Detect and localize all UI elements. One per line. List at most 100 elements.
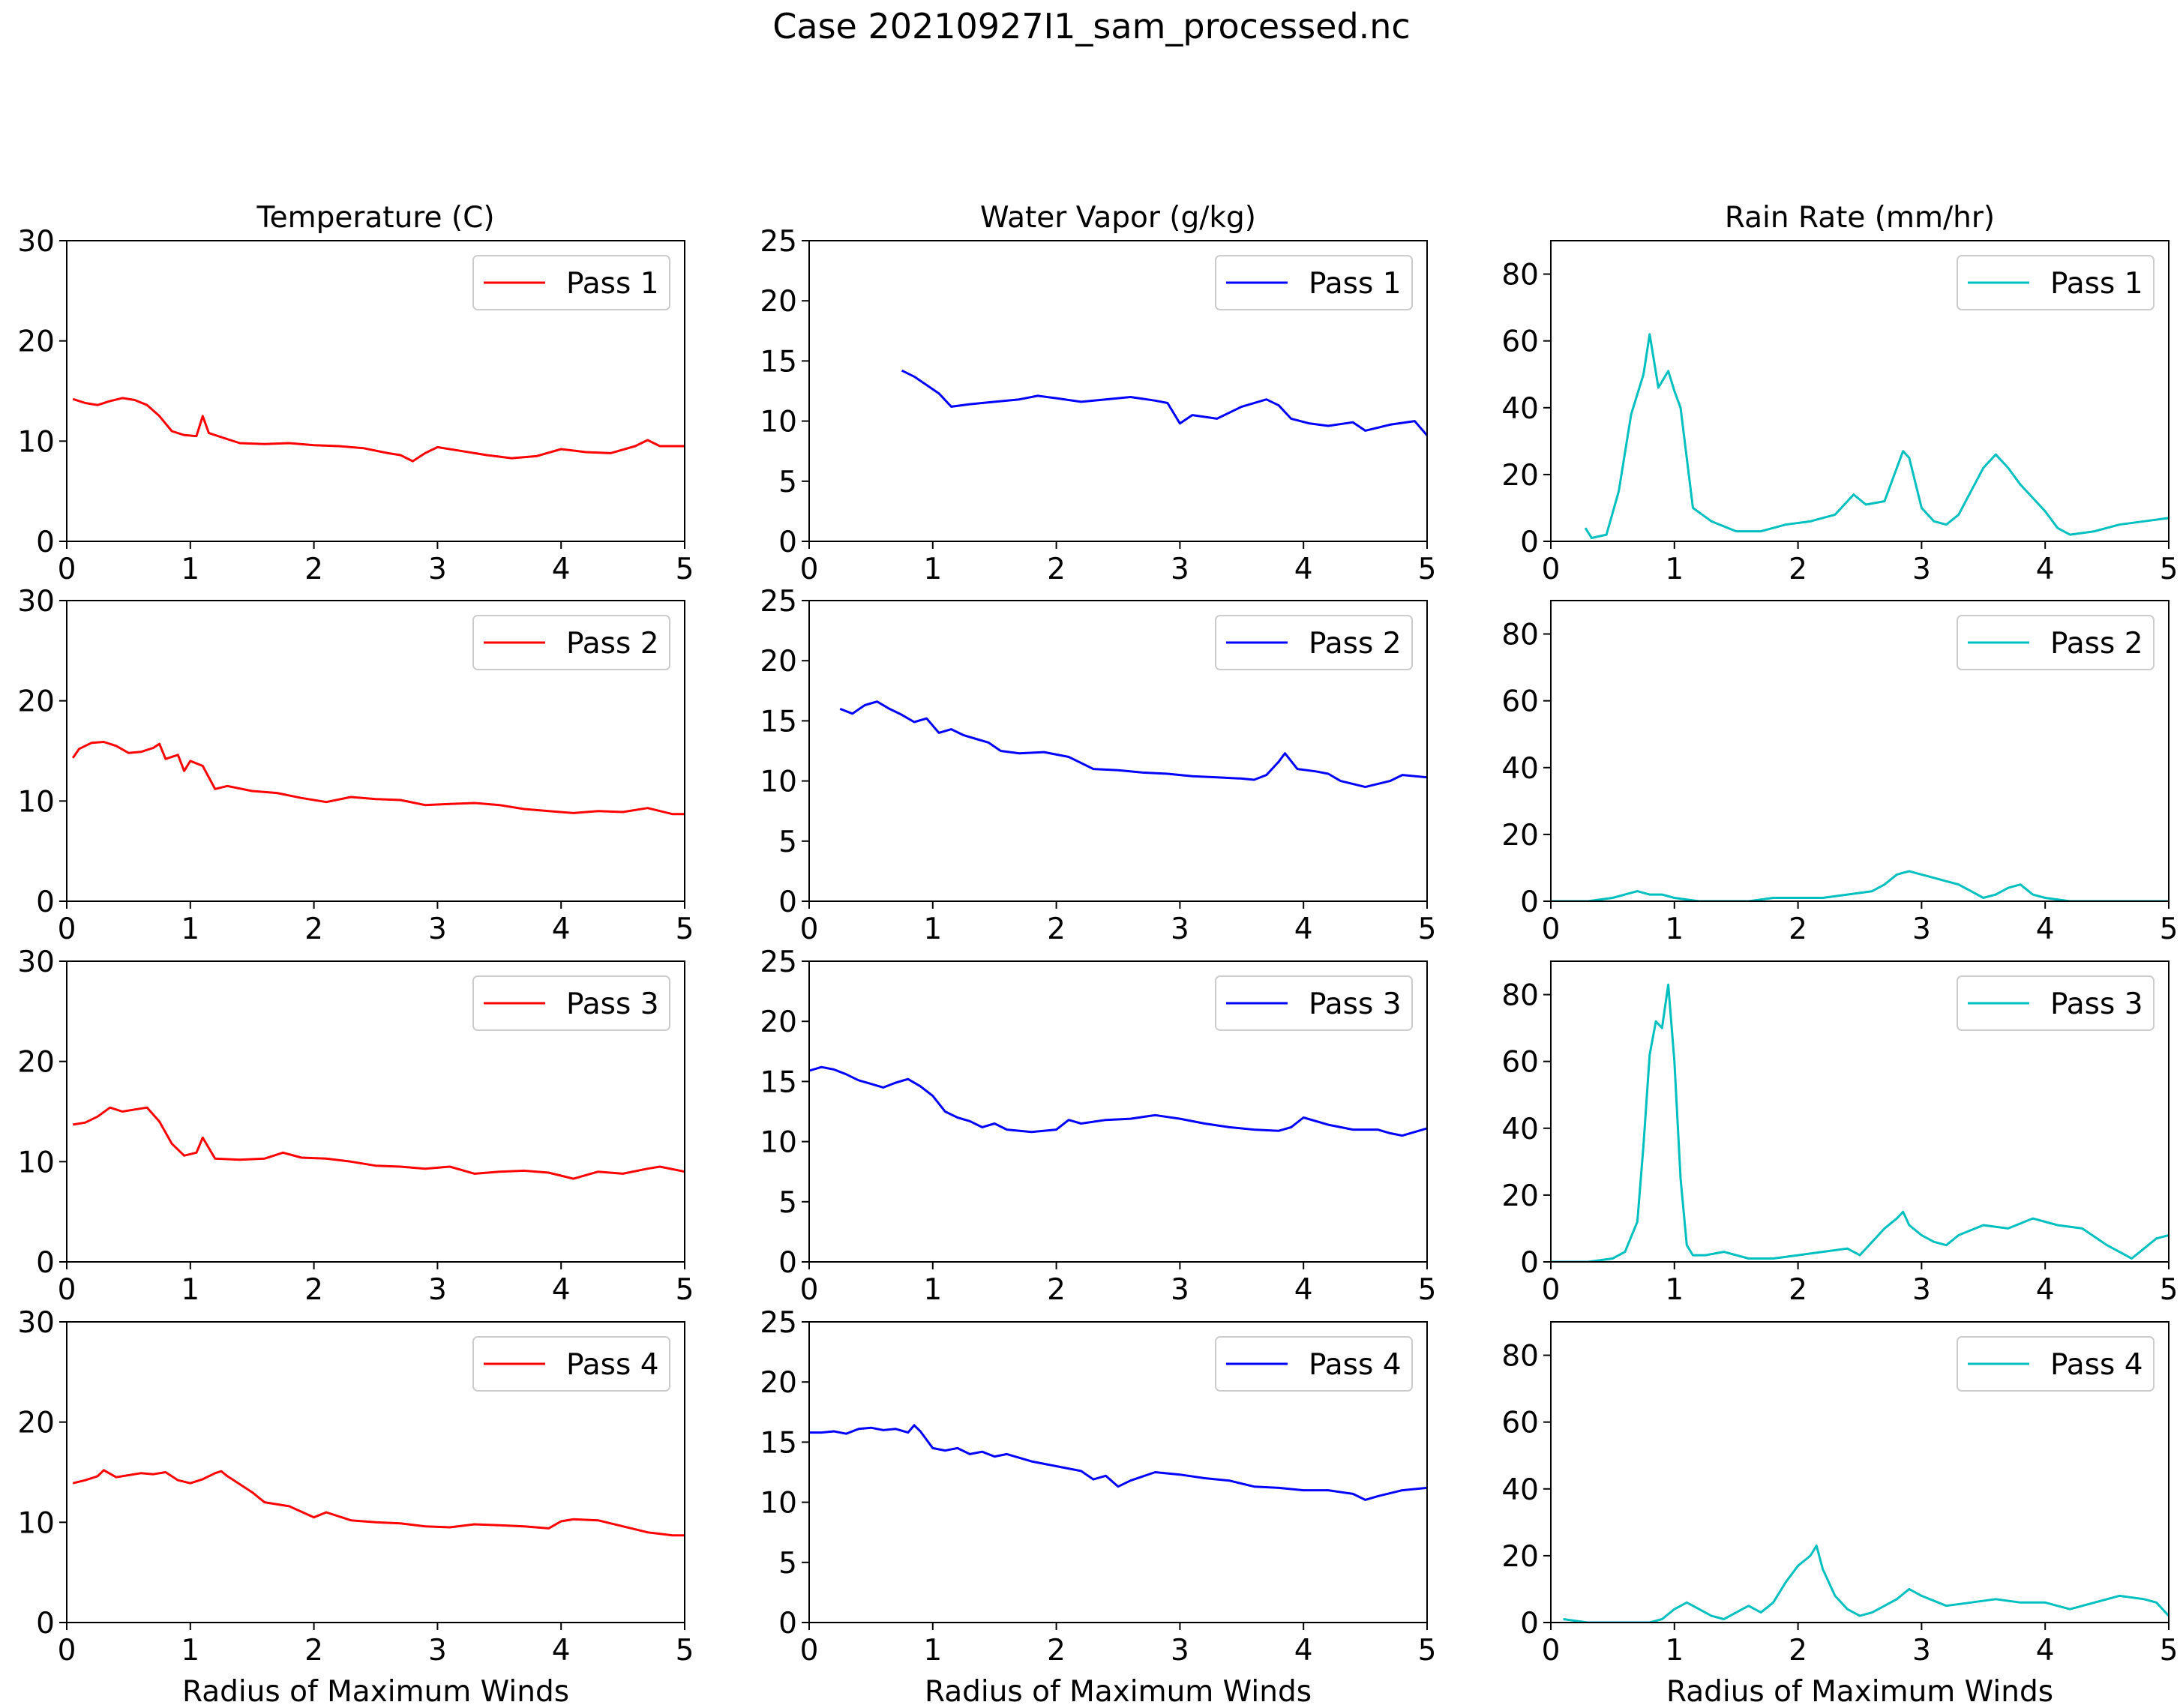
x-tick-label: 4	[2036, 912, 2055, 946]
legend-box	[1215, 1336, 1413, 1392]
x-tick-label: 1	[1665, 1634, 1684, 1668]
y-tick-label: 40	[1501, 392, 1539, 426]
y-tick-label: 40	[1501, 1473, 1539, 1507]
y-tick-label: 20	[760, 285, 797, 319]
chart-panel-row4-col2: 0 1 2 3 4 5 0 5 10 15 20 25 Radius of Maximum Winds P…	[760, 1306, 1436, 1708]
plot-frame	[1550, 600, 2170, 902]
x-tick-label: 4	[552, 1634, 571, 1668]
y-tick-label: 40	[1501, 1113, 1539, 1146]
x-tick-label: 2	[304, 912, 323, 946]
legend-box	[472, 255, 670, 310]
x-tick-label: 3	[428, 1273, 447, 1307]
chart-panel-row2-col2: 0 1 2 3 4 5 0 5 10 15 20 25 Pass 2	[760, 585, 1436, 946]
x-tick-label: 3	[1171, 912, 1189, 946]
y-tick-label: 20	[1501, 1540, 1539, 1574]
legend-box	[1215, 255, 1413, 310]
series-line	[901, 369, 1427, 436]
plot-frame	[66, 240, 685, 542]
y-tick-label: 0	[1520, 1607, 1539, 1641]
y-tick-label: 20	[1501, 459, 1539, 493]
y-tick-label: 10	[760, 1126, 797, 1160]
y-tick-label: 0	[36, 1246, 55, 1280]
y-tick-label: 60	[1501, 1046, 1539, 1080]
chart-panel-row3-col2: 0 1 2 3 4 5 0 5 10 15 20 25 Pass 3	[760, 945, 1436, 1307]
x-axis-label: Radius of Maximum Winds	[1666, 1675, 2053, 1708]
y-tick-label: 0	[778, 1246, 797, 1280]
plot-frame	[66, 600, 685, 902]
legend-label: Pass 4	[2050, 1348, 2143, 1382]
y-tick-label: 0	[36, 1607, 55, 1641]
x-tick-label: 0	[58, 553, 76, 586]
plot-frame	[1550, 1321, 2170, 1623]
y-tick-label: 60	[1501, 325, 1539, 359]
chart-panel-row4-col3: 0 1 2 3 4 5 0 20 40 60 80 Radius of Maximum Winds Pa…	[1501, 1321, 2178, 1708]
y-tick-label: 25	[760, 225, 797, 259]
x-tick-label: 3	[1912, 1273, 1931, 1307]
legend-box	[472, 975, 670, 1031]
legend-label: Pass 4	[566, 1348, 659, 1382]
plot-frame	[808, 960, 1428, 1263]
x-tick-label: 3	[1171, 553, 1189, 586]
series-line	[809, 1065, 1427, 1137]
x-tick-label: 3	[428, 912, 447, 946]
legend-label: Pass 3	[2050, 987, 2143, 1021]
y-tick-label: 15	[760, 1065, 797, 1099]
x-tick-label: 3	[1912, 912, 1931, 946]
panel-title: Water Vapor (g/kg)	[980, 201, 1256, 235]
y-tick-label: 0	[1520, 1246, 1539, 1280]
x-tick-label: 3	[1912, 1634, 1931, 1668]
x-tick-label: 0	[58, 1273, 76, 1307]
x-axis-label: Radius of Maximum Winds	[182, 1675, 569, 1708]
x-tick-label: 5	[2160, 553, 2179, 586]
plot-frame	[808, 600, 1428, 902]
chart-panel-row2-col1: 0 1 2 3 4 5 0 10 20 30 Pass 2	[17, 585, 694, 946]
y-tick-label: 10	[17, 785, 55, 819]
y-tick-label: 20	[760, 1366, 797, 1400]
y-tick-label: 20	[1501, 819, 1539, 853]
x-tick-label: 1	[1665, 912, 1684, 946]
y-tick-label: 0	[1520, 885, 1539, 919]
y-tick-label: 0	[1520, 526, 1539, 559]
x-tick-label: 4	[552, 912, 571, 946]
panel-title: Rain Rate (mm/hr)	[1725, 201, 1995, 235]
legend-label: Pass 4	[1309, 1348, 1402, 1382]
y-tick-label: 5	[778, 1547, 797, 1581]
legend-label: Pass 1	[1309, 267, 1402, 301]
series-line	[809, 1424, 1427, 1501]
x-tick-label: 0	[1542, 553, 1561, 586]
x-tick-label: 5	[2160, 1273, 2179, 1307]
x-tick-label: 0	[800, 1634, 819, 1668]
x-tick-label: 5	[676, 1634, 694, 1668]
y-tick-label: 20	[17, 685, 55, 719]
y-tick-label: 0	[778, 1607, 797, 1641]
y-tick-label: 10	[17, 1146, 55, 1179]
y-tick-label: 25	[760, 1306, 797, 1340]
x-tick-label: 1	[1665, 553, 1684, 586]
x-tick-label: 3	[428, 1634, 447, 1668]
y-tick-label: 10	[17, 1506, 55, 1540]
y-tick-label: 20	[760, 645, 797, 679]
plot-frame	[808, 240, 1428, 542]
y-tick-label: 15	[760, 345, 797, 379]
y-tick-label: 0	[778, 885, 797, 919]
x-tick-label: 1	[181, 553, 199, 586]
plot-frame	[66, 1321, 685, 1623]
chart-panel-row1-col3: 0 1 2 3 4 5 0 20 40 60 80 Rain Rate (mm/hr) Pass 1	[1501, 201, 2178, 586]
legend-box	[1957, 255, 2155, 310]
x-tick-label: 5	[676, 1273, 694, 1307]
y-tick-label: 0	[36, 526, 55, 559]
x-tick-label: 1	[923, 1273, 942, 1307]
y-tick-label: 25	[760, 945, 797, 979]
x-tick-label: 1	[923, 912, 942, 946]
x-tick-label: 1	[181, 1634, 199, 1668]
x-tick-label: 4	[552, 1273, 571, 1307]
chart-panel-row4-col1: 0 1 2 3 4 5 0 10 20 30 Radius of Maximum Winds Pass…	[17, 1306, 694, 1708]
y-tick-label: 10	[760, 406, 797, 439]
legend-box	[472, 1336, 670, 1392]
x-tick-label: 3	[1912, 553, 1931, 586]
x-tick-label: 2	[1047, 1273, 1066, 1307]
x-tick-label: 4	[2036, 1273, 2055, 1307]
y-tick-label: 30	[17, 585, 55, 619]
series-line	[1551, 983, 2169, 1262]
x-tick-label: 4	[1294, 1273, 1313, 1307]
